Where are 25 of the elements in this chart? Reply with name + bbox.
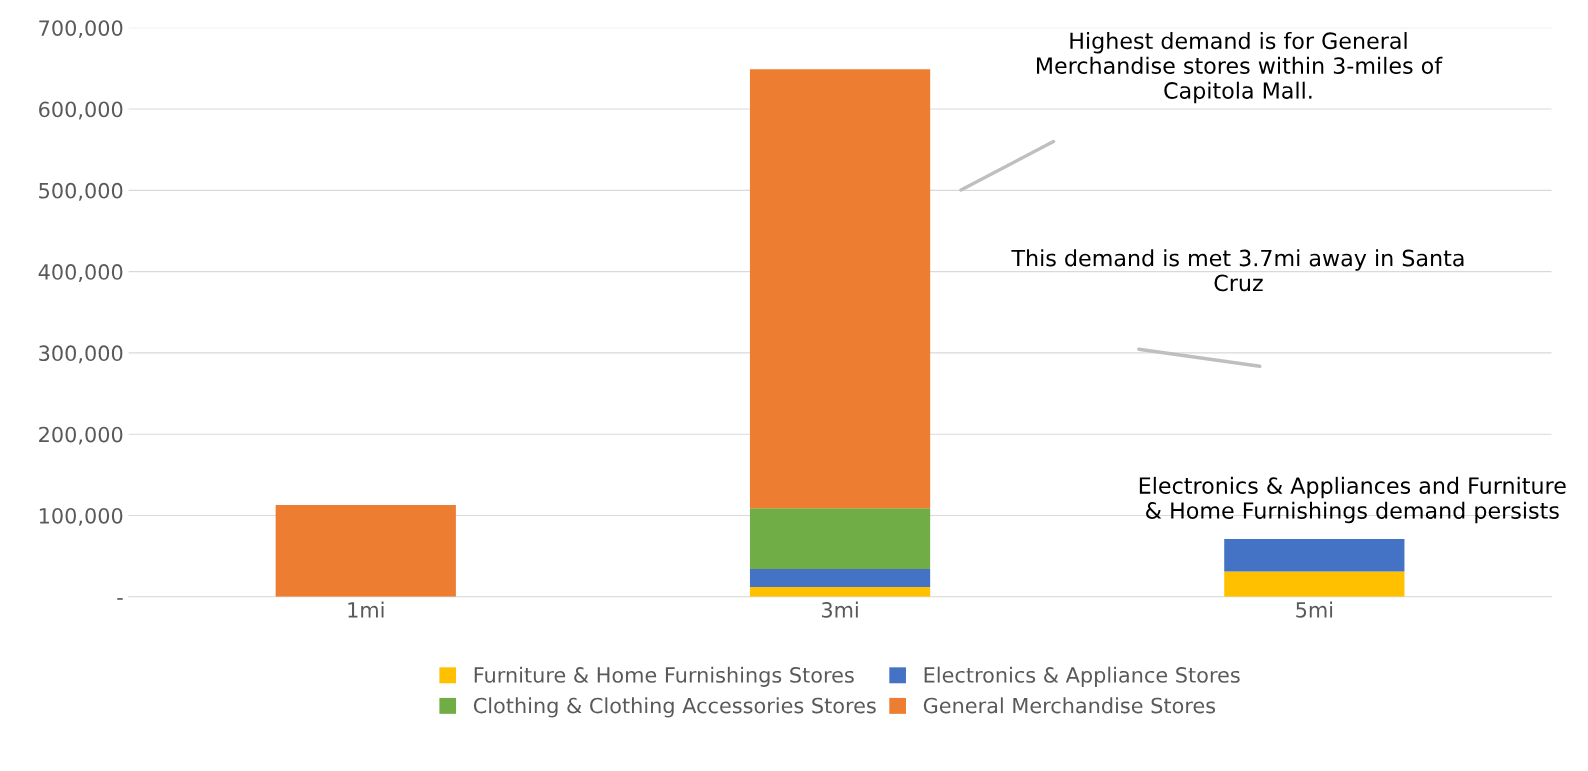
legend-label: Clothing & Clothing Accessories Stores — [473, 697, 876, 718]
legend-label: Electronics & Appliance Stores — [924, 666, 1240, 687]
bar — [749, 587, 931, 597]
bar — [1224, 539, 1405, 572]
x-tick-label: 1mi — [348, 601, 384, 618]
x-tick-label: 3mi — [821, 601, 858, 618]
bar — [749, 569, 931, 587]
y-tick-label: 700,000 — [39, 20, 123, 39]
y-tick-label: 600,000 — [39, 101, 123, 120]
bar — [749, 508, 931, 570]
y-tick-label: 200,000 — [39, 426, 123, 445]
y-tick-label: 500,000 — [39, 182, 123, 201]
y-tick-label: 400,000 — [38, 264, 123, 282]
y-tick-label: 100,000 — [39, 507, 123, 526]
annotation: Electronics & Appliances and Furniture & Home Furnishings demand persists — [1139, 476, 1566, 524]
legend-label: Furniture & Home Furnishings Stores — [474, 666, 854, 687]
y-tick-label: - — [117, 598, 123, 600]
annotation: Highest demand is for General Merchandise stores within 3-miles of Capitola Mall. — [1037, 31, 1443, 104]
annotation: This demand is met 3.7mi away in Santa Cruz — [1011, 249, 1464, 292]
x-tick-label: 5mi — [1296, 601, 1333, 618]
legend-label: General Merchandise Stores — [923, 697, 1216, 714]
bar — [749, 69, 931, 509]
bar — [1224, 571, 1405, 597]
y-tick-label: 300,000 — [39, 345, 123, 364]
bar — [275, 504, 456, 597]
